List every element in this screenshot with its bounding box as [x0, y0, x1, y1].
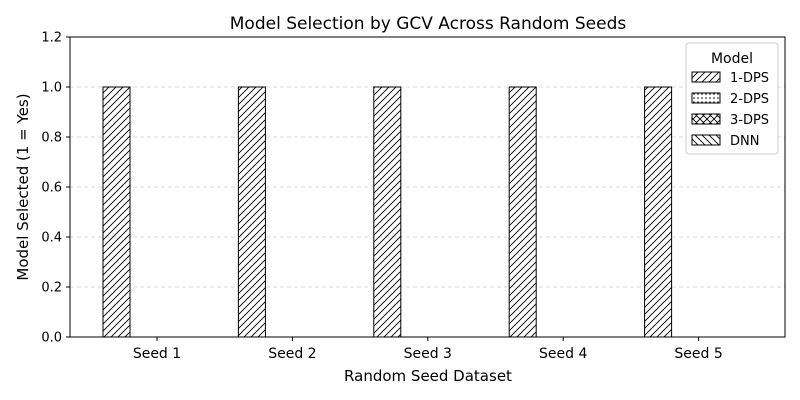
y-tick-label: 0.0 — [41, 331, 62, 346]
x-tick-label: Seed 1 — [133, 346, 181, 362]
legend-swatch-2-dps — [691, 92, 721, 104]
gridlines — [70, 86, 785, 288]
y-tick-label: 0.8 — [41, 131, 62, 146]
bar-1-dps-seed-4 — [508, 86, 537, 338]
y-tick-label: 0.6 — [41, 181, 62, 196]
legend-frame — [685, 42, 779, 155]
x-axis-label: Random Seed Dataset — [344, 367, 512, 385]
bar-1-dps-seed-2 — [237, 86, 266, 338]
legend-label-3-dps: 3-DPS — [730, 113, 769, 128]
y-tick-label: 1.0 — [41, 81, 62, 96]
y-axis-ticks: 0.0 0.2 0.4 0.6 0.8 1.0 1.2 — [41, 31, 70, 346]
legend-swatch-3-dps — [691, 113, 721, 125]
legend-title: Model — [711, 51, 753, 67]
bar-1-dps-seed-5 — [644, 86, 673, 338]
y-tick-label: 1.2 — [41, 31, 62, 46]
chart-title: Model Selection by GCV Across Random See… — [230, 14, 627, 34]
bar-1-dps-seed-1 — [102, 86, 131, 338]
bar-1-dps-seed-3 — [373, 86, 402, 338]
y-tick-label: 0.2 — [41, 281, 62, 296]
legend-swatch-dnn — [691, 134, 721, 146]
y-axis-label: Model Selected (1 = Yes) — [14, 93, 32, 280]
x-tick-label: Seed 3 — [404, 346, 452, 362]
bars — [102, 86, 673, 338]
y-tick-label: 0.4 — [41, 231, 62, 246]
legend-swatch-1-dps — [691, 71, 721, 83]
x-tick-label: Seed 5 — [674, 346, 722, 362]
legend-label-2-dps: 2-DPS — [730, 92, 769, 107]
x-tick-label: Seed 4 — [539, 346, 587, 362]
legend: Model 1-DPS 2-DPS 3-DPS DNN — [685, 42, 779, 155]
x-tick-label: Seed 2 — [268, 346, 316, 362]
legend-label-dnn: DNN — [730, 134, 759, 149]
x-axis-ticks: Seed 1 Seed 2 Seed 3 Seed 4 Seed 5 — [133, 337, 723, 362]
legend-label-1-dps: 1-DPS — [730, 71, 769, 86]
